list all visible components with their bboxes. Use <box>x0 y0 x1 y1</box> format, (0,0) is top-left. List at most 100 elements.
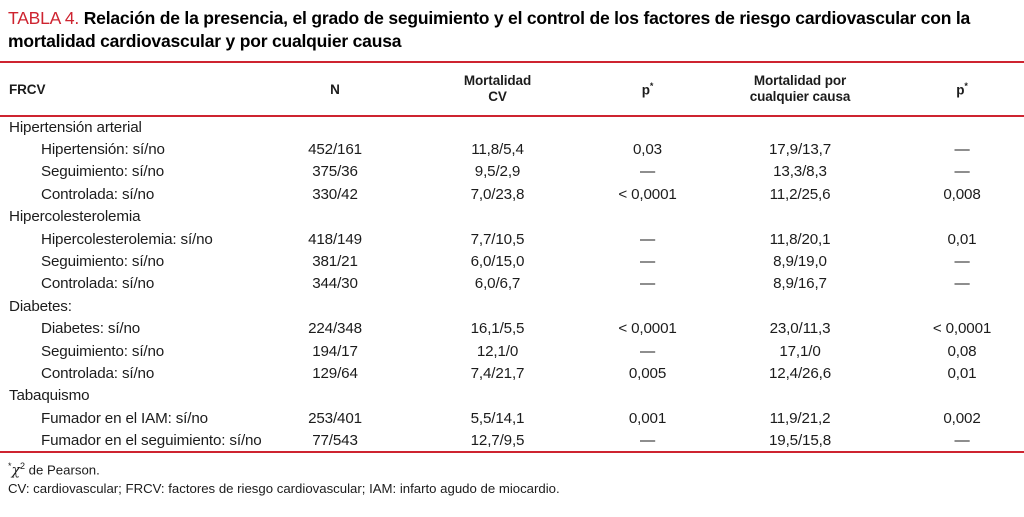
col-header-p-any: p* <box>900 62 1024 117</box>
col-header-p-cv: p* <box>595 62 700 117</box>
cell-n: 452/161 <box>308 141 362 159</box>
chi-exponent: 2 <box>20 460 26 471</box>
cell-mortality-cv: 12,7/9,5 <box>470 431 525 449</box>
cell-p-any: — <box>954 431 970 449</box>
cell-p-cv: 0,03 <box>633 141 662 159</box>
cell-p-any: 0,01 <box>947 364 977 382</box>
row-label: Controlada: sí/no <box>41 364 155 382</box>
table-row: Fumador en el seguimiento: sí/no 77/543 12… <box>0 429 1024 451</box>
cell-n: 375/36 <box>312 163 358 181</box>
col-header-p-cv-label: p <box>641 82 650 98</box>
col-header-mortality-any-label: Mortalidad por cualquier causa <box>749 73 851 104</box>
cell-p-cv: — <box>639 253 656 271</box>
cell-n: 381/21 <box>312 253 358 271</box>
cell-mortality-cv: 12,1/0 <box>476 342 519 360</box>
cell-mortality-cv: 6,0/6,7 <box>474 275 521 293</box>
cell-mortality-cv: 11,8/5,4 <box>471 141 524 159</box>
cell-n: 224/348 <box>308 320 362 338</box>
cell-p-cv: — <box>639 230 656 248</box>
col-header-n-label: N <box>330 81 340 97</box>
row-label: Hipercolesterolemia: sí/no <box>41 230 213 248</box>
cell-mortality-cv: 7,0/23,8 <box>470 185 525 203</box>
cell-p-any: 0,08 <box>947 342 977 360</box>
col-header-p-any-label: p <box>956 82 965 98</box>
row-label: Fumador en el seguimiento: sí/no <box>41 431 262 449</box>
section-header-row: Hipertensión arterial <box>0 116 1024 138</box>
data-table: FRCV N Mortalidad CV p* Mortalidad por c… <box>0 61 1024 453</box>
col-header-mortality-any: Mortalidad por cualquier causa <box>700 62 900 117</box>
table-number: TABLA 4. <box>8 8 80 28</box>
cell-mortality-cv: 9,5/2,9 <box>474 163 521 181</box>
col-header-n: N <box>270 62 400 117</box>
table-row: Controlada: sí/no 344/30 6,0/6,7 — 8,9/16,7 — <box>0 273 1024 295</box>
table-row: Seguimiento: sí/no 194/17 12,1/0 — 17,1/0 0,0… <box>0 340 1024 362</box>
cell-p-cv: — <box>639 275 656 293</box>
table-row: Seguimiento: sí/no 381/21 6,0/15,0 — 8,9/19,… <box>0 250 1024 272</box>
cell-n: 344/30 <box>312 275 358 293</box>
cell-p-any: < 0,0001 <box>932 320 992 338</box>
section-header-row: Hipercolesterolemia <box>0 206 1024 228</box>
cell-mortality-cv: 6,0/15,0 <box>470 253 525 271</box>
cell-p-any: — <box>954 275 970 293</box>
table-figure: TABLA 4. Relación de la presencia, el gr… <box>0 0 1024 497</box>
cell-mortality-any: 13,3/8,3 <box>773 163 827 181</box>
col-header-frcv: FRCV <box>0 62 270 117</box>
chi-symbol: χ <box>11 462 20 479</box>
row-label: Seguimiento: sí/no <box>41 253 165 271</box>
footnote-asterisk: * <box>8 460 12 471</box>
table-row: Seguimiento: sí/no 375/36 9,5/2,9 — 13,3/8,3… <box>0 161 1024 183</box>
footnotes: *χ2 de Pearson. CV: cardiovascular; FRCV… <box>0 453 1024 497</box>
cell-mortality-any: 19,5/15,8 <box>769 431 831 449</box>
row-label: Fumador en el IAM: sí/no <box>41 409 208 427</box>
cell-p-cv: 0,001 <box>628 409 667 427</box>
header-row: FRCV N Mortalidad CV p* Mortalidad por c… <box>0 62 1024 117</box>
cell-n: 330/42 <box>312 185 358 203</box>
row-label: Seguimiento: sí/no <box>41 163 165 181</box>
table-row: Diabetes: sí/no 224/348 16,1/5,5 < 0,0001 23… <box>0 318 1024 340</box>
row-label: Hipertensión: sí/no <box>41 141 165 159</box>
table-row: Controlada: sí/no 129/64 7,4/21,7 0,005 12,4… <box>0 362 1024 384</box>
cell-p-any: 0,008 <box>943 185 981 203</box>
table-row: Controlada: sí/no 330/42 7,0/23,8 < 0,0001 1… <box>0 183 1024 205</box>
section-label: Tabaquismo <box>9 387 90 405</box>
cell-p-any: — <box>954 163 970 181</box>
cell-mortality-any: 17,9/13,7 <box>769 141 831 159</box>
cell-p-cv: 0,005 <box>628 364 667 382</box>
cell-mortality-cv: 7,7/10,5 <box>470 230 525 248</box>
cell-mortality-any: 8,9/16,7 <box>773 275 827 293</box>
section-label: Hipercolesterolemia <box>9 208 141 226</box>
cell-p-cv: < 0,0001 <box>618 185 677 203</box>
row-label: Controlada: sí/no <box>41 275 155 293</box>
footnote-abbreviations: CV: cardiovascular; FRCV: factores de ri… <box>8 480 560 496</box>
cell-mortality-cv: 5,5/14,1 <box>470 409 525 427</box>
col-header-frcv-label: FRCV <box>9 81 46 97</box>
row-label: Seguimiento: sí/no <box>41 342 165 360</box>
cell-p-any: 0,002 <box>943 409 981 427</box>
cell-n: 253/401 <box>308 409 362 427</box>
cell-n: 77/543 <box>312 431 358 449</box>
cell-mortality-any: 11,9/21,2 <box>769 409 831 427</box>
cell-p-cv: — <box>639 342 656 360</box>
footnote-pearson-text: de Pearson. <box>25 462 100 478</box>
cell-mortality-any: 12,4/26,6 <box>769 364 831 382</box>
cell-n: 194/17 <box>312 342 358 360</box>
section-header-row: Diabetes: <box>0 295 1024 317</box>
row-label: Diabetes: sí/no <box>41 320 141 338</box>
table-caption: TABLA 4. Relación de la presencia, el gr… <box>0 0 1024 53</box>
cell-mortality-any: 23,0/11,3 <box>769 320 831 338</box>
cell-p-any: 0,01 <box>947 230 977 248</box>
table-row: Hipercolesterolemia: sí/no 418/149 7,7/10,… <box>0 228 1024 250</box>
cell-n: 129/64 <box>312 364 358 382</box>
p-asterisk: * <box>964 80 968 91</box>
cell-n: 418/149 <box>308 230 362 248</box>
cell-mortality-any: 11,8/20,1 <box>769 230 831 248</box>
col-header-mortality-cv-label: Mortalidad CV <box>463 73 532 104</box>
p-asterisk: * <box>649 80 654 91</box>
cell-p-cv: — <box>639 431 656 449</box>
cell-p-cv: < 0,0001 <box>618 320 677 338</box>
footnote-pearson: *χ2 de Pearson. <box>8 458 1014 480</box>
cell-p-any: — <box>954 141 970 159</box>
cell-mortality-any: 17,1/0 <box>779 342 821 360</box>
section-label: Diabetes: <box>9 297 72 315</box>
cell-mortality-any: 8,9/19,0 <box>773 253 827 271</box>
